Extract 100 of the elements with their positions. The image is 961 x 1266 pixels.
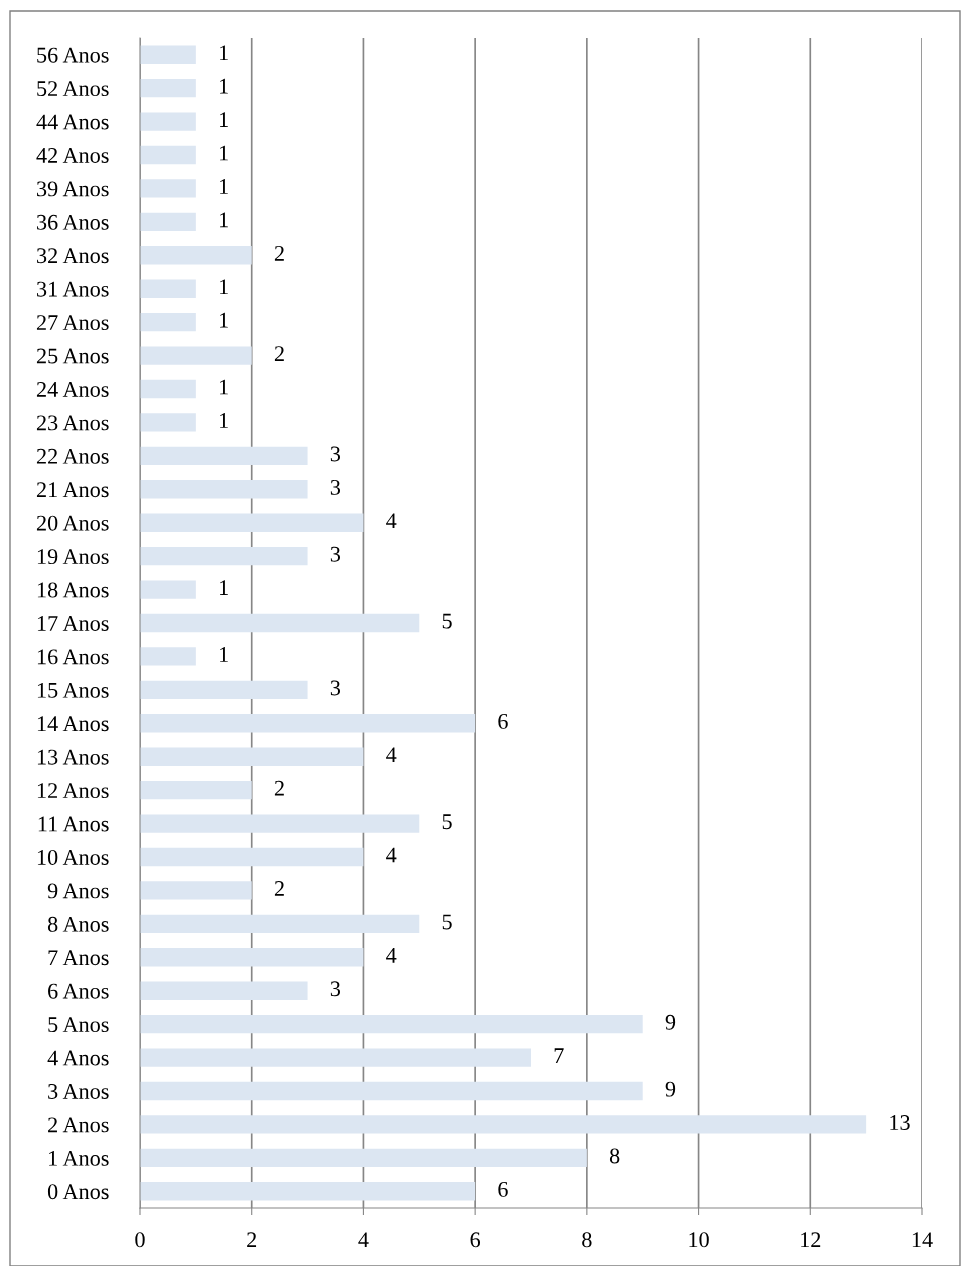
x-tick-label: 0 bbox=[135, 1232, 145, 1248]
data-label: 3 bbox=[330, 981, 341, 997]
data-label: 3 bbox=[330, 680, 341, 696]
data-label: 6 bbox=[498, 713, 508, 729]
x-tick-label: 10 bbox=[689, 1232, 709, 1248]
data-label: 1 bbox=[220, 279, 228, 295]
bar bbox=[140, 747, 364, 766]
bar bbox=[140, 145, 196, 165]
y-tick-label: 8 Anos bbox=[47, 916, 109, 932]
y-tick-label: 44 Anos bbox=[36, 114, 109, 130]
bar bbox=[140, 1115, 867, 1134]
y-tick-label: 27 Anos bbox=[36, 315, 109, 331]
data-label: 4 bbox=[386, 847, 397, 863]
y-tick-label: 36 Anos bbox=[37, 214, 109, 230]
bar bbox=[140, 1182, 476, 1201]
bar bbox=[140, 246, 252, 265]
bar bbox=[140, 580, 196, 599]
bar bbox=[140, 446, 308, 466]
bar bbox=[140, 279, 196, 298]
bar bbox=[140, 112, 196, 131]
y-tick-label: 2 Anos bbox=[48, 1117, 109, 1133]
bar bbox=[140, 179, 196, 198]
data-label: 8 bbox=[609, 1148, 620, 1164]
data-label: 1 bbox=[220, 379, 228, 395]
y-tick-label: 16 Anos bbox=[37, 649, 109, 665]
bar bbox=[140, 780, 252, 800]
y-tick-label: 56 Anos bbox=[37, 47, 109, 63]
y-tick-label: 17 Anos bbox=[37, 616, 109, 631]
y-tick-label: 12 Anos bbox=[37, 783, 109, 799]
data-label: 5 bbox=[442, 914, 452, 930]
data-label: 4 bbox=[386, 513, 397, 529]
data-label: 5 bbox=[442, 613, 452, 629]
bar bbox=[140, 212, 196, 232]
y-tick-label: 42 Anos bbox=[36, 147, 109, 163]
bar bbox=[140, 680, 308, 700]
data-label: 1 bbox=[220, 212, 228, 228]
bar bbox=[140, 413, 196, 432]
y-tick-label: 20 Anos bbox=[36, 515, 109, 531]
data-label: 2 bbox=[274, 881, 284, 896]
bar bbox=[140, 914, 420, 934]
x-tick-label: 12 bbox=[801, 1232, 821, 1248]
data-label: 1 bbox=[220, 78, 228, 94]
data-label: 9 bbox=[665, 1081, 676, 1097]
bar bbox=[140, 45, 196, 64]
x-tick-label: 4 bbox=[358, 1232, 369, 1248]
y-tick-label: 9 Anos bbox=[47, 883, 109, 899]
data-label: 7 bbox=[554, 1048, 564, 1063]
x-tick-label: 2 bbox=[247, 1232, 257, 1248]
y-tick-label: 3 Anos bbox=[48, 1083, 109, 1099]
data-label: 5 bbox=[442, 814, 452, 830]
bar bbox=[140, 78, 196, 98]
y-tick-label: 11 Anos bbox=[38, 816, 109, 832]
y-tick-label: 5 Anos bbox=[48, 1017, 109, 1033]
data-label: 6 bbox=[498, 1181, 508, 1197]
data-label: 9 bbox=[665, 1014, 676, 1030]
bar bbox=[140, 981, 308, 1000]
x-tick-label: 14 bbox=[912, 1232, 933, 1248]
data-label: 1 bbox=[220, 580, 228, 595]
y-tick-label: 25 Anos bbox=[36, 348, 109, 364]
y-tick-label: 6 Anos bbox=[48, 983, 109, 999]
y-tick-label: 31 Anos bbox=[37, 281, 109, 297]
data-label: 4 bbox=[386, 747, 397, 763]
y-tick-label: 4 Anos bbox=[47, 1050, 109, 1066]
bar bbox=[140, 881, 252, 900]
data-label: 2 bbox=[274, 346, 284, 361]
data-label: 1 bbox=[220, 112, 228, 127]
y-tick-label: 14 Anos bbox=[37, 716, 109, 732]
y-tick-label: 15 Anos bbox=[37, 682, 109, 698]
bar bbox=[140, 346, 252, 365]
y-tick-label: 23 Anos bbox=[36, 415, 109, 431]
data-label: 1 bbox=[220, 179, 228, 194]
data-label: 1 bbox=[220, 45, 228, 61]
bar bbox=[140, 513, 364, 532]
y-tick-label: 39 Anos bbox=[37, 181, 109, 197]
y-tick-label: 7 Anos bbox=[48, 950, 109, 966]
bar bbox=[140, 814, 420, 833]
data-label: 1 bbox=[220, 647, 228, 662]
data-label: 3 bbox=[330, 479, 341, 495]
y-tick-label: 0 Anos bbox=[47, 1184, 109, 1200]
y-tick-label: 32 Anos bbox=[37, 248, 109, 264]
y-tick-label: 13 Anos bbox=[37, 749, 109, 765]
y-tick-label: 19 Anos bbox=[37, 549, 109, 565]
data-label: 1 bbox=[220, 145, 228, 161]
bar bbox=[140, 714, 476, 733]
data-label: 3 bbox=[330, 546, 341, 562]
bar bbox=[140, 546, 308, 566]
bar bbox=[140, 480, 308, 499]
data-label: 3 bbox=[330, 446, 341, 462]
bar bbox=[140, 847, 364, 867]
y-tick-label: 10 Anos bbox=[37, 849, 109, 865]
data-label: 2 bbox=[274, 780, 284, 796]
y-tick-label: 1 Anos bbox=[49, 1150, 109, 1166]
y-tick-label: 52 Anos bbox=[37, 81, 109, 97]
bar bbox=[140, 1014, 643, 1034]
bar bbox=[140, 1048, 531, 1067]
data-label: 2 bbox=[274, 245, 284, 261]
y-tick-label: 18 Anos bbox=[37, 582, 109, 598]
data-label: 1 bbox=[220, 312, 228, 328]
x-tick-label: 8 bbox=[582, 1232, 592, 1248]
data-label: 4 bbox=[386, 948, 397, 963]
